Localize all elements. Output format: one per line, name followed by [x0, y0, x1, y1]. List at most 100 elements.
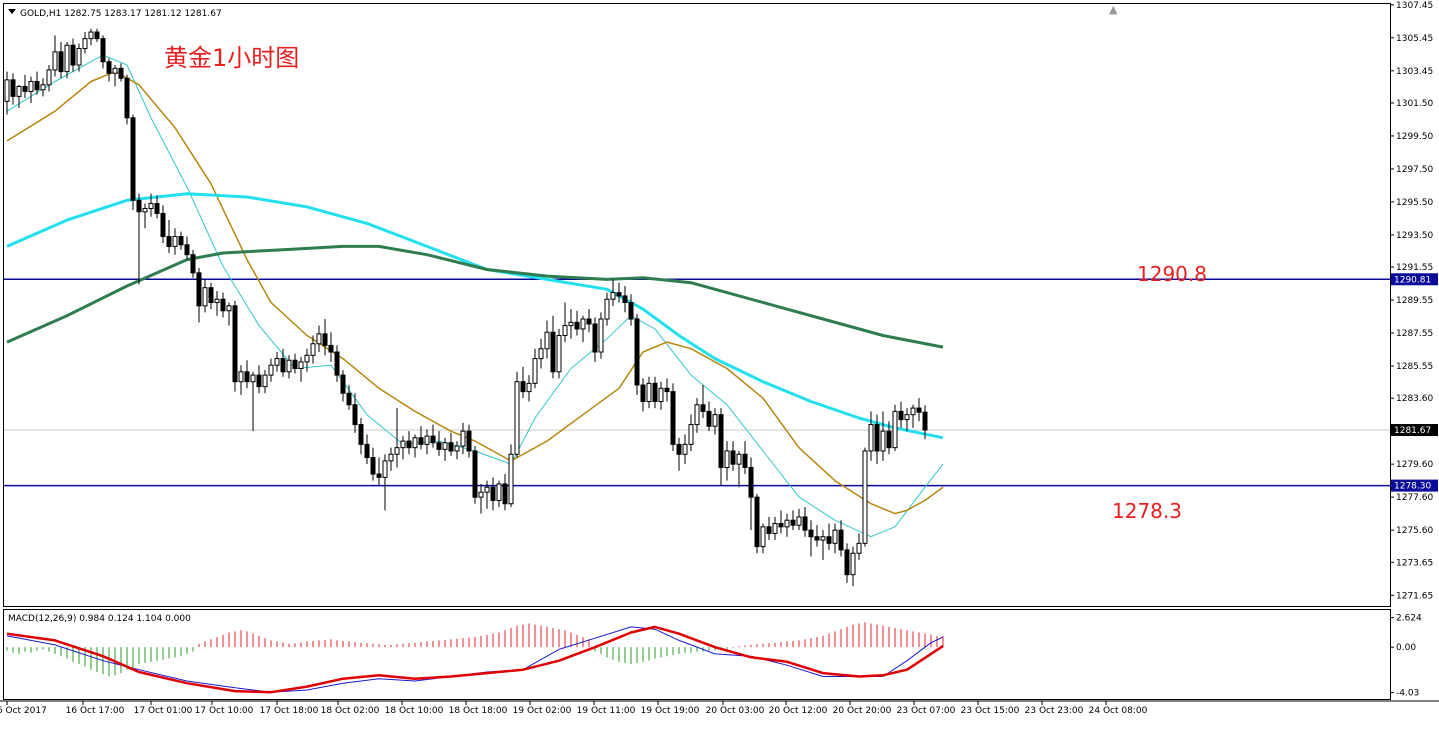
candle-body	[460, 430, 466, 447]
level-price-tag: 1278.30	[1394, 482, 1431, 492]
candle-body	[376, 473, 382, 478]
candle-body	[112, 67, 118, 74]
macd-chart-layer	[6, 622, 944, 694]
candle	[640, 378, 646, 412]
candle	[472, 446, 478, 504]
candle-body	[880, 430, 886, 452]
candle	[328, 332, 334, 362]
candle-body	[166, 236, 172, 247]
time-tick-label: 18 Oct 18:00	[449, 706, 508, 716]
candle	[694, 398, 700, 433]
candle	[124, 74, 130, 125]
candle-body	[448, 442, 454, 452]
candle	[460, 422, 466, 455]
candle	[190, 249, 196, 278]
candle-body	[160, 212, 166, 238]
price-tick-label: 1275.60	[1396, 526, 1433, 536]
candle-body	[670, 391, 676, 445]
candle	[208, 282, 214, 310]
candle	[316, 325, 322, 353]
candle-body	[142, 208, 148, 213]
candle	[922, 405, 928, 440]
time-tick-label: 18 Oct 02:00	[321, 706, 380, 716]
candle-body	[196, 272, 202, 307]
time-tick-label: 17 Oct 01:00	[134, 706, 193, 716]
candle	[664, 378, 670, 402]
candle-body	[628, 302, 634, 320]
candle	[10, 73, 16, 105]
candle-body	[358, 424, 364, 445]
candle-body	[238, 371, 244, 383]
candle-body	[730, 450, 736, 465]
symbol-header: GOLD,H1 1282.75 1283.17 1281.12 1281.67	[20, 9, 222, 19]
candle-body	[490, 486, 496, 501]
candle-body	[430, 435, 436, 444]
candle-body	[814, 536, 820, 541]
candle-body	[580, 318, 586, 330]
candle	[820, 530, 826, 560]
candle-body	[892, 410, 898, 449]
candle-body	[454, 445, 460, 452]
candle-body	[544, 331, 550, 350]
macd-tick-label: 0.00	[1396, 643, 1416, 653]
candle-body	[634, 318, 640, 386]
candle-body	[778, 523, 784, 528]
candle	[652, 376, 658, 409]
candle-body	[262, 374, 268, 388]
candle	[586, 309, 592, 333]
candle	[106, 58, 112, 82]
candle	[172, 228, 178, 255]
candle-body	[394, 447, 400, 455]
candle	[904, 408, 910, 432]
candle	[430, 424, 436, 448]
time-tick-label: 17 Oct 10:00	[195, 706, 254, 716]
candle-body	[34, 81, 40, 91]
candle	[838, 520, 844, 557]
candle-body	[586, 318, 592, 325]
candle-body	[640, 384, 646, 402]
current-price-tag: 1281.67	[1394, 426, 1431, 436]
candle-body	[550, 331, 556, 373]
moving-average-line	[6, 192, 944, 440]
candle-body	[802, 516, 808, 531]
candle	[484, 480, 490, 509]
candle	[220, 292, 226, 318]
candle-body	[772, 523, 778, 534]
scroll-arrow-icon[interactable]: ▲	[1109, 3, 1118, 16]
candle-body	[202, 287, 208, 307]
candle	[760, 523, 766, 554]
candle	[4, 71, 10, 115]
price-panel-frame	[3, 3, 1391, 607]
candle-body	[562, 325, 568, 337]
time-tick-label: 17 Oct 18:00	[260, 706, 319, 716]
level-price-tag-bg	[1391, 273, 1438, 286]
candle-body	[208, 287, 214, 304]
candle-body	[748, 466, 754, 498]
price-tick-label: 1297.50	[1396, 165, 1433, 175]
candle-body	[292, 359, 298, 369]
candle	[862, 447, 868, 547]
symbol-menu-triangle-icon[interactable]	[8, 9, 16, 14]
candle-body	[154, 203, 160, 214]
candle	[514, 371, 520, 458]
candle-body	[850, 552, 856, 576]
candle	[16, 84, 22, 108]
candle	[748, 457, 754, 531]
candle	[466, 424, 472, 458]
price-tick-label: 1285.55	[1396, 362, 1433, 372]
candle-body	[844, 549, 850, 576]
candle	[112, 65, 118, 87]
time-tick-label: 20 Oct 12:00	[769, 706, 828, 716]
candle-body	[178, 236, 184, 246]
price-tick-label: 1283.60	[1396, 394, 1433, 404]
candle	[436, 431, 442, 456]
level-label-upper: 1290.8	[1137, 262, 1207, 286]
candle	[550, 315, 556, 379]
candle-body	[16, 85, 22, 97]
candle-body	[442, 442, 448, 450]
candle	[592, 317, 598, 362]
candle	[658, 381, 664, 410]
candle	[706, 401, 712, 432]
candle-body	[382, 460, 388, 478]
